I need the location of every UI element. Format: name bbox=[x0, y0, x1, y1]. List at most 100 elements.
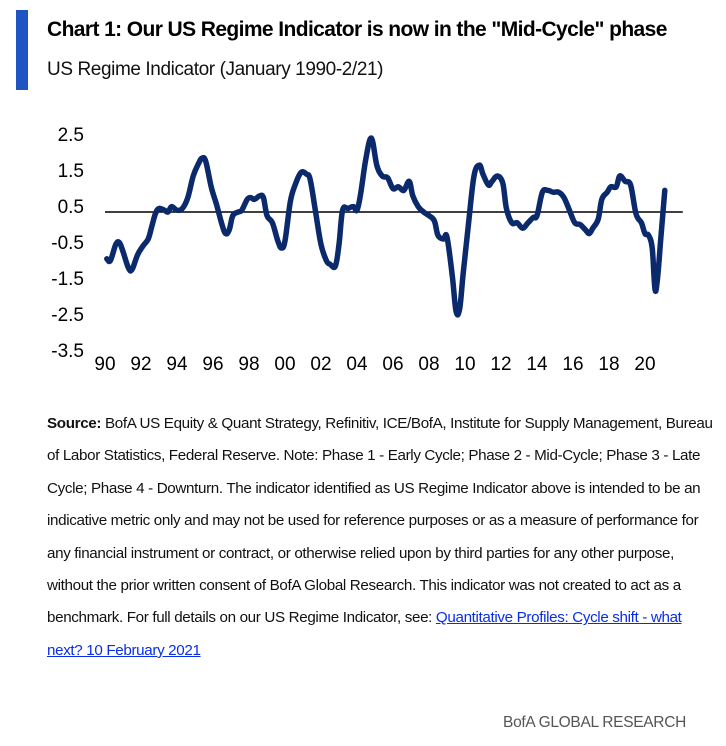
data-point bbox=[407, 179, 411, 183]
data-point bbox=[650, 246, 654, 250]
data-point bbox=[337, 242, 341, 246]
x-tick-label: 08 bbox=[418, 354, 439, 375]
data-point bbox=[308, 178, 312, 182]
data-point bbox=[369, 136, 373, 140]
data-point bbox=[351, 205, 355, 209]
data-point bbox=[191, 174, 195, 178]
data-point bbox=[180, 206, 184, 210]
data-point bbox=[600, 197, 604, 201]
data-point bbox=[535, 214, 539, 218]
data-point bbox=[461, 271, 465, 275]
data-point bbox=[391, 187, 395, 191]
data-point bbox=[359, 192, 363, 196]
x-tick-label: 20 bbox=[634, 354, 655, 375]
chart-subtitle: US Regime Indicator (January 1990-2/21) bbox=[47, 59, 384, 80]
data-point bbox=[526, 221, 530, 225]
data-point bbox=[441, 237, 445, 241]
data-point bbox=[200, 156, 204, 160]
data-point bbox=[130, 268, 134, 272]
y-tick-label: 0.5 bbox=[58, 197, 84, 218]
data-point bbox=[436, 233, 440, 237]
data-point bbox=[477, 163, 481, 167]
x-tick-label: 00 bbox=[274, 354, 295, 375]
data-point bbox=[402, 188, 406, 192]
data-point bbox=[654, 289, 658, 293]
x-axis: 90 92 94 96 98 00 02 04 06 08 10 12 14 16 18 20 bbox=[94, 354, 655, 375]
y-tick-label: 1.5 bbox=[58, 161, 84, 182]
data-point bbox=[279, 246, 283, 250]
data-point bbox=[153, 212, 157, 216]
source-notes: Source: BofA US Equity & Quant Strategy,… bbox=[47, 408, 717, 667]
data-point bbox=[220, 223, 224, 227]
source-label: Source: bbox=[47, 415, 102, 432]
data-point bbox=[634, 212, 638, 216]
data-point bbox=[240, 208, 244, 212]
data-point bbox=[197, 161, 201, 165]
y-tick-label: -2.5 bbox=[51, 305, 84, 326]
data-point bbox=[609, 185, 613, 189]
data-point bbox=[422, 210, 426, 214]
data-point bbox=[126, 266, 130, 270]
data-point bbox=[623, 179, 627, 183]
data-point bbox=[551, 190, 555, 194]
data-point bbox=[557, 190, 561, 194]
data-point bbox=[328, 262, 332, 266]
chart-title: Chart 1: Our US Regime Indicator is now … bbox=[47, 18, 667, 41]
data-point bbox=[490, 179, 494, 183]
data-point bbox=[319, 242, 323, 246]
data-point bbox=[521, 226, 525, 230]
data-point bbox=[294, 181, 298, 185]
x-tick-label: 06 bbox=[382, 354, 403, 375]
data-point bbox=[231, 214, 235, 218]
data-point bbox=[170, 205, 174, 209]
data-point bbox=[114, 242, 118, 246]
x-tick-label: 14 bbox=[526, 354, 548, 375]
brand-footer: BofA GLOBAL RESEARCH bbox=[503, 714, 686, 731]
line-chart: 2.5 1.5 0.5 -0.5 -1.5 -2.5 -3.5 90 92 94 96 98 00 02… bbox=[51, 125, 683, 375]
data-point bbox=[117, 241, 121, 245]
data-point bbox=[573, 221, 577, 225]
data-point bbox=[186, 196, 190, 200]
data-point bbox=[364, 156, 368, 160]
data-point bbox=[252, 197, 256, 201]
data-point bbox=[591, 226, 595, 230]
data-point bbox=[567, 208, 571, 212]
data-point bbox=[596, 217, 600, 221]
data-point bbox=[209, 185, 213, 189]
data-point bbox=[355, 208, 359, 212]
data-point bbox=[486, 183, 490, 187]
data-point bbox=[265, 214, 269, 218]
data-point bbox=[515, 221, 519, 225]
report-link[interactable]: Quantitative Profiles: Cycle shift - wha… bbox=[47, 609, 682, 659]
data-point bbox=[663, 188, 667, 192]
data-point bbox=[346, 206, 350, 210]
x-tick-label: 16 bbox=[562, 354, 583, 375]
data-point bbox=[276, 239, 280, 243]
data-point bbox=[618, 174, 622, 178]
data-point bbox=[224, 232, 228, 236]
data-point bbox=[157, 206, 161, 210]
y-tick-label: -0.5 bbox=[51, 233, 84, 254]
data-point bbox=[141, 244, 145, 248]
data-point bbox=[495, 174, 499, 178]
data-point bbox=[450, 275, 454, 279]
x-tick-label: 90 bbox=[94, 354, 115, 375]
data-point bbox=[531, 215, 535, 219]
title-accent-bar bbox=[16, 10, 28, 90]
data-point bbox=[427, 214, 431, 218]
data-point bbox=[333, 264, 337, 268]
data-point bbox=[659, 232, 663, 236]
data-point bbox=[283, 239, 287, 243]
data-point bbox=[258, 194, 262, 198]
data-point bbox=[105, 257, 109, 261]
data-point bbox=[481, 172, 485, 176]
data-point bbox=[249, 196, 253, 200]
x-tick-label: 94 bbox=[166, 354, 188, 375]
data-point bbox=[504, 206, 508, 210]
data-point bbox=[587, 232, 591, 236]
x-tick-label: 04 bbox=[346, 354, 368, 375]
data-point bbox=[108, 259, 112, 263]
data-point bbox=[562, 196, 566, 200]
data-point bbox=[135, 253, 139, 257]
data-point bbox=[146, 237, 150, 241]
